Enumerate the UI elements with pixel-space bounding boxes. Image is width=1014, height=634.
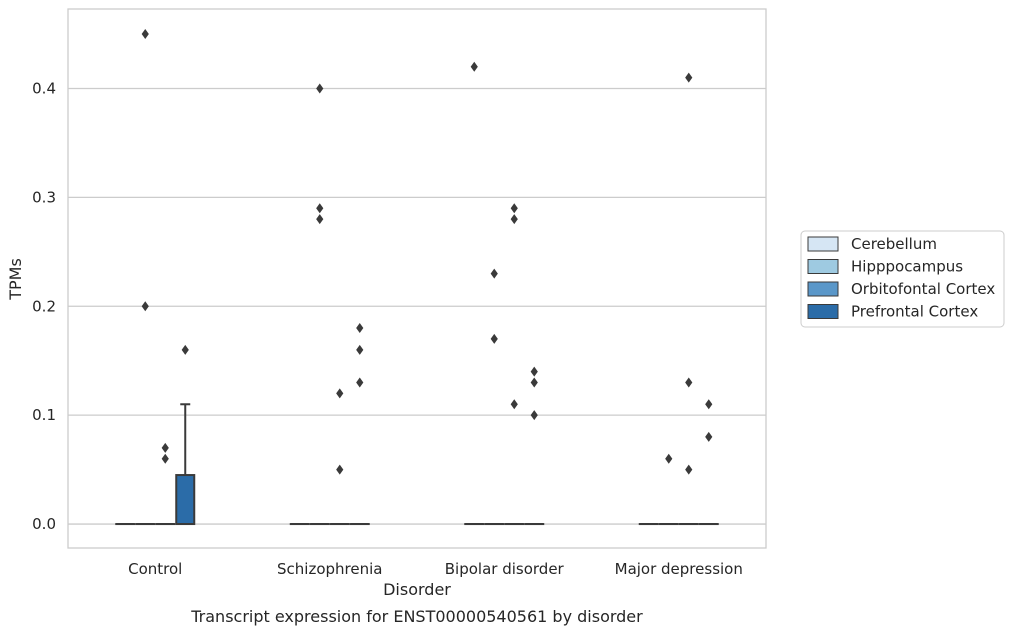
outlier-point — [316, 214, 324, 225]
box-group — [115, 29, 196, 526]
outlier-point — [470, 61, 478, 72]
outlier-point — [161, 442, 169, 453]
x-tick-label: Schizophrenia — [277, 560, 382, 578]
grid-lines — [68, 87, 766, 525]
outlier-point — [685, 464, 693, 475]
legend-label: Orbitofontal Cortex — [851, 280, 995, 298]
outlier-point — [356, 377, 364, 388]
outlier-point — [490, 333, 498, 344]
outlier-point — [161, 453, 169, 464]
outlier-point — [510, 214, 518, 225]
x-tick-label: Major depression — [615, 560, 743, 578]
legend-label: Prefrontal Cortex — [851, 303, 978, 321]
outlier-point — [705, 399, 713, 410]
box-group — [289, 83, 370, 526]
box — [175, 474, 196, 526]
outlier-point — [316, 203, 324, 214]
legend-swatch — [807, 236, 839, 252]
legend-swatch — [807, 304, 839, 319]
y-tick-label: 0.1 — [32, 406, 56, 424]
figure-caption: Transcript expression for ENST0000054056… — [190, 607, 643, 626]
y-tick-label: 0.0 — [32, 515, 56, 533]
x-axis-label: Disorder — [383, 580, 451, 599]
outlier-point — [510, 399, 518, 410]
legend: Cerebellum Hipppocampus Orbitofontal Corte… — [800, 230, 1005, 328]
y-tick-label: 0.2 — [32, 297, 56, 315]
legend-frame — [800, 230, 1005, 328]
legend-label: Hipppocampus — [851, 258, 963, 276]
x-axis-ticks: Control Schizophrenia Bipolar disorder Majo… — [128, 560, 743, 578]
box-group — [464, 61, 545, 526]
outlier-point — [141, 301, 149, 312]
box-group — [638, 72, 719, 526]
outlier-point — [356, 323, 364, 334]
outlier-point — [685, 377, 693, 388]
outlier-point — [356, 344, 364, 355]
outlier-point — [685, 72, 693, 83]
y-axis-label: TPMs — [6, 258, 25, 301]
legend-label: Cerebellum — [851, 235, 937, 253]
outlier-point — [510, 203, 518, 214]
y-tick-label: 0.4 — [32, 79, 56, 97]
x-tick-label: Control — [128, 560, 182, 578]
outlier-point — [705, 431, 713, 442]
outlier-point — [490, 268, 498, 279]
outlier-point — [530, 377, 538, 388]
outlier-point — [530, 366, 538, 377]
outlier-point — [336, 388, 344, 399]
legend-swatch — [807, 281, 839, 297]
outlier-point — [181, 344, 189, 355]
outlier-point — [141, 29, 149, 40]
outlier-point — [316, 83, 324, 94]
y-tick-label: 0.3 — [32, 188, 56, 206]
legend-swatch — [807, 259, 839, 274]
box-groups — [115, 29, 719, 526]
outlier-point — [665, 453, 673, 464]
outlier-point — [336, 464, 344, 475]
x-tick-label: Bipolar disorder — [445, 560, 565, 578]
plot-frame — [67, 8, 767, 549]
outlier-point — [530, 410, 538, 421]
y-axis-ticks: 0.0 0.1 0.2 0.3 0.4 — [32, 79, 56, 533]
